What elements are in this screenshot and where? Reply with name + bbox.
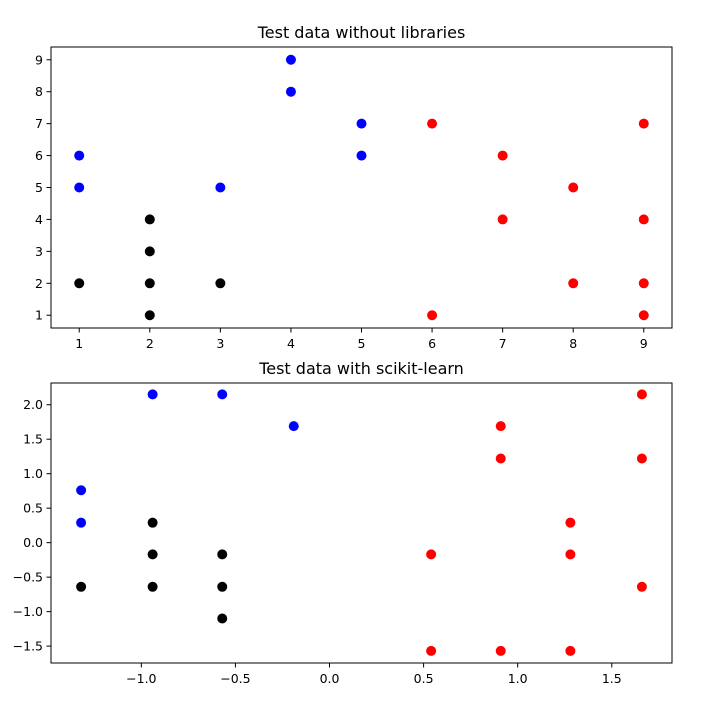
x-tick-label: −0.5 — [220, 671, 250, 686]
y-tick-label: 0.0 — [23, 535, 43, 550]
data-point — [217, 581, 228, 592]
tick-group: 1 2 3 4 5 6 7 8 9 1 2 3 4 5 6 7 8 9 — [35, 52, 648, 351]
data-point — [285, 54, 296, 65]
axes-frame — [50, 46, 673, 329]
data-point — [427, 118, 438, 129]
x-tick-label: 1 — [75, 336, 83, 351]
y-tick-label: 9 — [35, 52, 43, 67]
data-point — [638, 278, 649, 289]
data-point — [147, 581, 158, 592]
x-tick-label: 0.0 — [320, 671, 340, 686]
data-point — [74, 150, 85, 161]
subplot-top: Test data without libraries 1 2 3 4 5 6 7 8 9 1 2 3… — [35, 23, 673, 351]
data-point — [76, 517, 87, 528]
data-point — [356, 150, 367, 161]
points-group — [76, 389, 647, 656]
y-tick-label: 6 — [35, 148, 43, 163]
data-point — [74, 182, 85, 193]
x-tick-label: −1.0 — [126, 671, 156, 686]
data-point — [144, 246, 155, 257]
axes-frame — [50, 382, 673, 664]
data-point — [427, 310, 438, 321]
data-point — [217, 389, 228, 400]
y-tick-label: 3 — [35, 244, 43, 259]
data-point — [497, 214, 508, 225]
data-point — [565, 517, 576, 528]
data-point — [638, 118, 649, 129]
x-tick-label: 0.5 — [414, 671, 434, 686]
chart-title: Test data with scikit-learn — [258, 359, 464, 378]
data-point — [288, 421, 299, 432]
data-point — [638, 310, 649, 321]
data-point — [568, 182, 579, 193]
data-point — [356, 118, 367, 129]
data-point — [636, 453, 647, 464]
data-point — [497, 150, 508, 161]
y-tick-label: −0.5 — [13, 570, 43, 585]
data-point — [565, 549, 576, 560]
data-point — [495, 453, 506, 464]
x-tick-label: 2 — [146, 336, 154, 351]
data-point — [636, 389, 647, 400]
data-point — [495, 645, 506, 656]
data-point — [426, 645, 437, 656]
x-tick-label: 3 — [216, 336, 224, 351]
data-point — [76, 581, 87, 592]
data-point — [76, 485, 87, 496]
y-tick-label: 8 — [35, 84, 43, 99]
y-tick-label: 2 — [35, 276, 43, 291]
data-point — [636, 581, 647, 592]
points-group — [74, 54, 649, 321]
x-tick-label: 5 — [358, 336, 366, 351]
x-tick-label: 8 — [569, 336, 577, 351]
data-point — [215, 278, 226, 289]
data-point — [426, 549, 437, 560]
data-point — [565, 645, 576, 656]
data-point — [285, 86, 296, 97]
chart-title: Test data without libraries — [257, 23, 466, 42]
data-point — [144, 310, 155, 321]
y-tick-label: 5 — [35, 180, 43, 195]
data-point — [217, 549, 228, 560]
x-tick-label: 1.0 — [508, 671, 528, 686]
data-point — [215, 182, 226, 193]
data-point — [74, 278, 85, 289]
data-point — [217, 613, 228, 624]
data-point — [638, 214, 649, 225]
y-tick-label: 1.0 — [23, 466, 43, 481]
data-point — [568, 278, 579, 289]
tick-group: −1.0 −0.5 0.0 0.5 1.0 1.5 −1.5 −1.0 −0.5 0.0 0.5 1.… — [13, 397, 622, 686]
x-tick-label: 1.5 — [602, 671, 622, 686]
x-tick-label: 6 — [428, 336, 436, 351]
data-point — [144, 278, 155, 289]
y-tick-label: 7 — [35, 116, 43, 131]
x-tick-label: 4 — [287, 336, 295, 351]
y-tick-label: 4 — [35, 212, 43, 227]
data-point — [147, 549, 158, 560]
y-tick-label: −1.5 — [13, 639, 43, 654]
y-tick-label: 1 — [35, 308, 43, 323]
y-tick-label: −1.0 — [13, 604, 43, 619]
x-tick-label: 9 — [640, 336, 648, 351]
x-tick-label: 7 — [499, 336, 507, 351]
data-point — [147, 517, 158, 528]
data-point — [147, 389, 158, 400]
y-tick-label: 0.5 — [23, 501, 43, 516]
data-point — [144, 214, 155, 225]
y-tick-label: 1.5 — [23, 432, 43, 447]
y-tick-label: 2.0 — [23, 397, 43, 412]
data-point — [495, 421, 506, 432]
subplot-bottom: Test data with scikit-learn −1.0 −0.5 0.0 0… — [13, 359, 673, 686]
